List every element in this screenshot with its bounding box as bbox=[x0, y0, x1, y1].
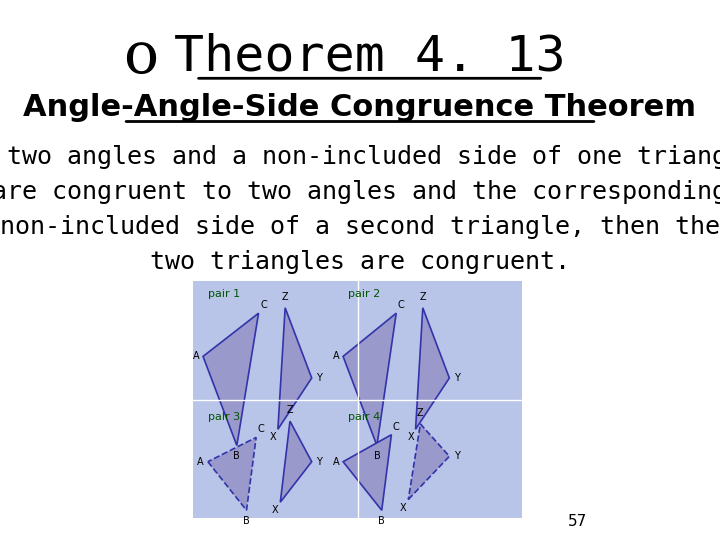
Text: Y: Y bbox=[316, 373, 322, 383]
Text: X: X bbox=[408, 433, 414, 442]
Text: Y: Y bbox=[454, 373, 459, 383]
Text: Z: Z bbox=[282, 292, 289, 302]
Text: X: X bbox=[400, 503, 407, 512]
Polygon shape bbox=[343, 313, 396, 446]
Text: B: B bbox=[379, 516, 385, 526]
Text: C: C bbox=[258, 424, 264, 434]
Text: Z: Z bbox=[417, 408, 423, 418]
Text: pair 2: pair 2 bbox=[348, 289, 380, 299]
Text: Y: Y bbox=[454, 451, 459, 461]
Text: Z: Z bbox=[287, 406, 293, 415]
Text: non-included side of a second triangle, then the: non-included side of a second triangle, … bbox=[0, 215, 720, 239]
Polygon shape bbox=[343, 435, 392, 510]
Text: A: A bbox=[192, 352, 199, 361]
Text: Z: Z bbox=[420, 292, 426, 302]
Text: are congruent to two angles and the corresponding: are congruent to two angles and the corr… bbox=[0, 180, 720, 204]
Text: A: A bbox=[197, 457, 204, 467]
Text: C: C bbox=[260, 300, 267, 310]
Text: Theorem 4. 13: Theorem 4. 13 bbox=[174, 33, 565, 80]
Text: If two angles and a non-included side of one triangle: If two angles and a non-included side of… bbox=[0, 145, 720, 168]
Polygon shape bbox=[280, 421, 312, 502]
Polygon shape bbox=[415, 308, 449, 429]
Text: C: C bbox=[397, 300, 405, 310]
Text: 57: 57 bbox=[568, 514, 587, 529]
Text: o: o bbox=[122, 29, 158, 85]
Polygon shape bbox=[408, 424, 449, 500]
Text: X: X bbox=[272, 505, 279, 515]
Text: X: X bbox=[270, 433, 276, 442]
Bar bbox=[194, 281, 522, 518]
Text: two triangles are congruent.: two triangles are congruent. bbox=[150, 250, 570, 274]
Text: B: B bbox=[243, 516, 250, 526]
Text: pair 1: pair 1 bbox=[208, 289, 240, 299]
Text: C: C bbox=[393, 422, 400, 431]
Text: B: B bbox=[374, 451, 380, 461]
Text: B: B bbox=[233, 451, 240, 461]
Text: A: A bbox=[333, 352, 339, 361]
Polygon shape bbox=[278, 308, 312, 429]
Text: Y: Y bbox=[316, 457, 322, 467]
Polygon shape bbox=[208, 437, 256, 510]
Text: palr 3: palr 3 bbox=[208, 412, 240, 422]
Text: A: A bbox=[333, 457, 339, 467]
Text: Angle-Angle-Side Congruence Theorem: Angle-Angle-Side Congruence Theorem bbox=[24, 93, 696, 123]
Text: pair 4: pair 4 bbox=[348, 412, 380, 422]
Polygon shape bbox=[203, 313, 258, 446]
